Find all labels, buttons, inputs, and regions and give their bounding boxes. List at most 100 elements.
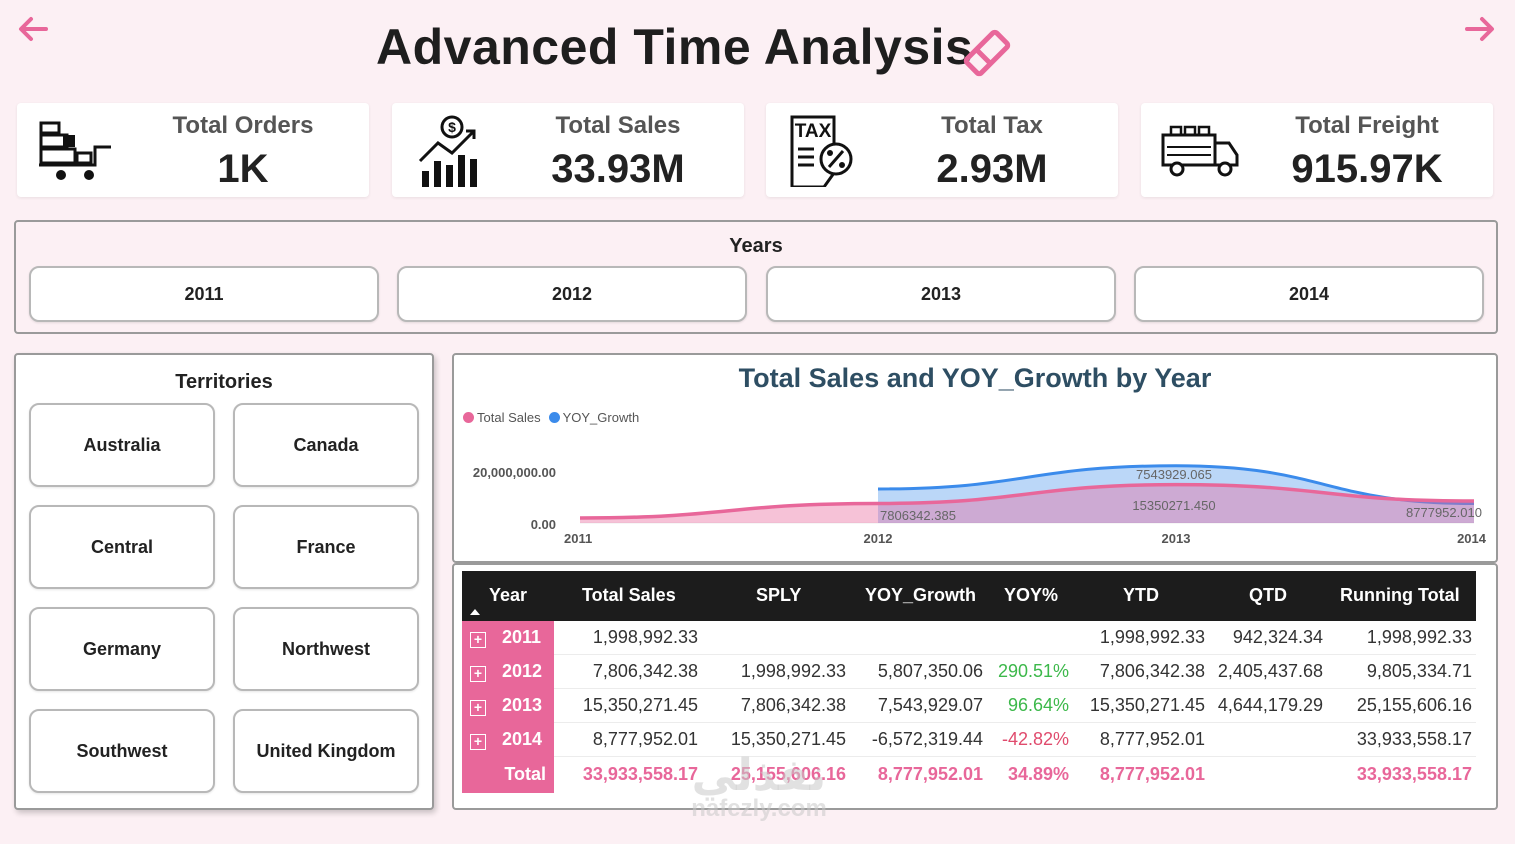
cell-total-sales: 8,777,952.01 (592, 729, 698, 749)
expand-plus-icon[interactable]: + (470, 666, 486, 682)
data-label: 8777952.010 (1406, 505, 1482, 520)
svg-text:$: $ (448, 119, 456, 135)
series-line-yoy-growth (877, 464, 1475, 506)
kpi-card-total-tax: TAX Total Tax 2.93M (766, 103, 1118, 197)
years-slicer: Years 2011 2012 2013 2014 (14, 220, 1498, 334)
year-button-2014[interactable]: 2014 (1134, 266, 1484, 322)
year-cell[interactable]: + 2011 (462, 621, 554, 655)
kpi-label: Total Sales (555, 112, 681, 139)
year-cell[interactable]: + 2013 (462, 689, 554, 723)
kpi-label: Total Orders (172, 112, 314, 139)
column-header-yoy-growth[interactable]: YOY_Growth (865, 585, 977, 605)
legend-item-total-sales[interactable]: Total Sales (463, 410, 541, 425)
sort-ascending-icon[interactable] (469, 608, 481, 616)
territory-button-northwest[interactable]: Northwest (233, 607, 419, 691)
cell-ytd: 15,350,271.45 (1089, 695, 1205, 715)
table-row: + 2014 8,777,952.01 15,350,271.45 -6,572… (462, 723, 1476, 757)
kpi-value: 33.93M (551, 147, 685, 191)
cell-running-total: 25,155,606.16 (1356, 695, 1472, 715)
legend-dot-icon (463, 412, 474, 423)
sales-yoy-chart: Total Sales and YOY_Growth by Year Total… (452, 353, 1498, 563)
column-header-qtd[interactable]: QTD (1249, 585, 1287, 605)
data-label: 7806342.385 (880, 508, 956, 523)
total-yoy-growth: 8,777,952.01 (877, 764, 983, 784)
year-button-2012[interactable]: 2012 (397, 266, 747, 322)
column-header-total-sales[interactable]: Total Sales (582, 585, 676, 605)
kpi-value: 2.93M (936, 147, 1048, 191)
table-header: Year Total Sales SPLY YOY_Growth YOY% YT… (462, 571, 1476, 621)
arrow-right-icon[interactable] (1463, 12, 1497, 46)
expand-plus-icon[interactable]: + (470, 700, 486, 716)
data-label: 15350271.450 (1132, 498, 1215, 513)
tax-document-icon: TAX (790, 115, 853, 187)
territory-button-france[interactable]: France (233, 505, 419, 589)
territory-button-australia[interactable]: Australia (29, 403, 215, 487)
years-slicer-title: Years (729, 235, 783, 257)
cell-yoy-pct: 96.64% (1007, 695, 1069, 715)
cell-running-total: 1,998,992.33 (1366, 627, 1472, 647)
total-label-cell: Total (462, 757, 554, 793)
x-tick-label: 2013 (1162, 531, 1191, 546)
cell-sply: 1,998,992.33 (740, 661, 846, 681)
column-header-yoy-pct[interactable]: YOY% (1004, 585, 1059, 605)
kpi-card-total-freight: Total Freight 915.97K (1141, 103, 1493, 197)
x-tick-label: 2011 (564, 531, 592, 546)
cell-running-total: 9,805,334.71 (1366, 661, 1472, 681)
table-total-row: Total 33,933,558.17 25,155,606.16 8,777,… (462, 757, 1476, 793)
cell-qtd: 4,644,179.29 (1217, 695, 1323, 715)
chart-plot-area: 20,000,000.00 0.00 2011 2012 2013 2014 7806… (473, 464, 1487, 546)
legend-dot-icon (548, 412, 560, 423)
total-ytd: 8,777,952.01 (1099, 764, 1205, 784)
year-button-2011[interactable]: 2011 (29, 266, 379, 322)
kpi-card-total-orders: Total Orders 1K (17, 103, 369, 197)
cell-yoy-growth: 5,807,350.06 (877, 661, 983, 681)
column-header-ytd[interactable]: YTD (1123, 585, 1159, 605)
x-tick-label: 2012 (864, 531, 893, 546)
territory-button-central[interactable]: Central (29, 505, 215, 589)
column-header-year[interactable]: Year (489, 585, 528, 605)
expand-plus-icon[interactable]: + (470, 734, 486, 750)
cell-yoy-pct: -42.82% (1001, 729, 1069, 749)
time-analysis-table: Year Total Sales SPLY YOY_Growth YOY% YT… (452, 563, 1498, 810)
table-row: + 2012 7,806,342.38 1,998,992.33 5,807,3… (462, 655, 1476, 689)
year-cell[interactable]: + 2014 (462, 723, 554, 757)
expand-plus-icon[interactable]: + (470, 632, 486, 648)
series-line-total-sales (579, 482, 1475, 520)
y-tick-label: 0.00 (531, 517, 556, 532)
column-header-running-total[interactable]: Running Total (1340, 585, 1460, 605)
cell-qtd: 2,405,437.68 (1217, 661, 1323, 681)
cell-yoy-growth: 7,543,929.07 (877, 695, 983, 715)
chart-title: Total Sales and YOY_Growth by Year (738, 363, 1212, 393)
kpi-value: 915.97K (1291, 147, 1443, 191)
year-cell[interactable]: + 2012 (462, 655, 554, 689)
legend-item-yoy-growth[interactable]: YOY_Growth (548, 410, 639, 425)
cell-ytd: 8,777,952.01 (1099, 729, 1205, 749)
cell-yoy-growth: -6,572,319.44 (871, 729, 983, 749)
eraser-icon (963, 29, 1011, 77)
year-button-2013[interactable]: 2013 (766, 266, 1116, 322)
kpi-value: 1K (217, 147, 269, 191)
total-yoy-pct: 34.89% (1007, 764, 1069, 784)
cell-total-sales: 7,806,342.38 (592, 661, 698, 681)
total-running-total: 33,933,558.17 (1356, 764, 1472, 784)
column-header-sply[interactable]: SPLY (756, 585, 802, 605)
territories-slicer-title: Territories (175, 371, 273, 393)
data-label: 7543929.065 (1136, 467, 1212, 482)
total-total-sales: 33,933,558.17 (582, 764, 698, 784)
cell-total-sales: 15,350,271.45 (582, 695, 698, 715)
arrow-left-icon[interactable] (16, 12, 50, 46)
cell-ytd: 1,998,992.33 (1099, 627, 1205, 647)
shopping-cart-boxes-icon (39, 121, 111, 180)
territory-button-southwest[interactable]: Southwest (29, 709, 215, 793)
cell-sply: 15,350,271.45 (730, 729, 846, 749)
territory-button-germany[interactable]: Germany (29, 607, 215, 691)
delivery-truck-icon (1161, 125, 1239, 177)
cell-qtd: 942,324.34 (1232, 627, 1323, 647)
territory-button-united-kingdom[interactable]: United Kingdom (233, 709, 419, 793)
cell-total-sales: 1,998,992.33 (592, 627, 698, 647)
series-area-yoy-growth (878, 465, 1474, 523)
cell-yoy-pct: 290.51% (997, 661, 1069, 681)
kpi-label: Total Freight (1295, 112, 1439, 139)
svg-text:TAX: TAX (795, 121, 832, 142)
territory-button-canada[interactable]: Canada (233, 403, 419, 487)
